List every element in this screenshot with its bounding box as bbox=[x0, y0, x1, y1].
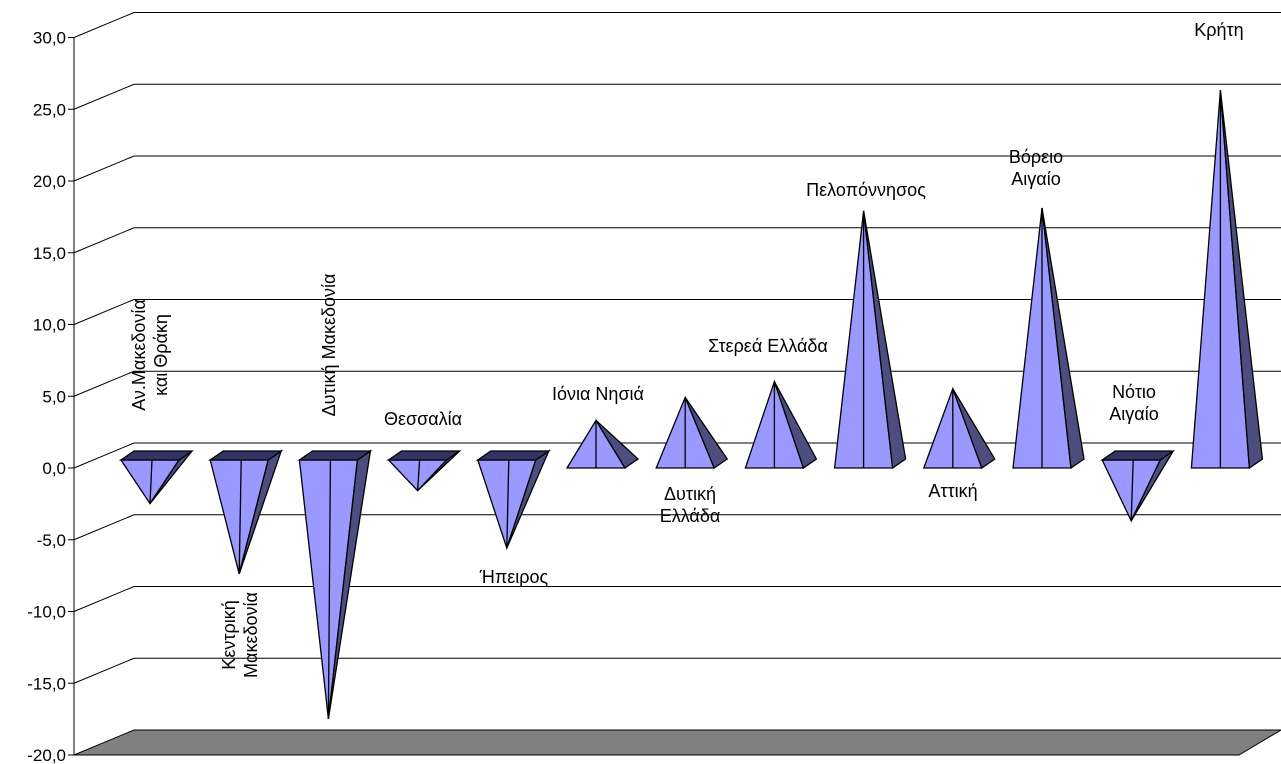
bar bbox=[475, 449, 551, 551]
gridline-diagonal bbox=[73, 227, 135, 254]
bar-top bbox=[386, 450, 462, 461]
bar bbox=[744, 379, 818, 470]
gridline-diagonal bbox=[73, 586, 135, 612]
bar-edge bbox=[238, 459, 242, 574]
category-labels: Αν.Μακεδονία και Θράκη Κεντρική Μακεδονία Δυ… bbox=[129, 20, 1244, 678]
category-label: Αν.Μακεδονία και Θράκη bbox=[129, 299, 171, 411]
y-tick-label: 25,0 bbox=[33, 100, 66, 119]
bar bbox=[208, 449, 284, 575]
category-label: Πελοπόννησος bbox=[806, 180, 926, 200]
y-tick-label: 15,0 bbox=[33, 244, 66, 263]
bar bbox=[1100, 450, 1176, 523]
gridline-diagonal bbox=[73, 442, 135, 469]
bar-face-side bbox=[952, 388, 996, 470]
category-label: Δυτική Ελλάδα bbox=[660, 484, 721, 526]
bar bbox=[386, 450, 462, 492]
bar bbox=[118, 450, 195, 505]
bar-top bbox=[475, 450, 551, 461]
bar bbox=[833, 210, 907, 470]
gridline-diagonal bbox=[73, 12, 135, 38]
bar-edge bbox=[327, 459, 332, 719]
bar-top bbox=[1100, 450, 1176, 461]
bar bbox=[297, 449, 373, 719]
y-axis: -20,0 -15,0 -10,0 -5,0 0,0 5,0 10,0 15,0 20,0 25,… bbox=[27, 29, 75, 764]
bar-top bbox=[208, 450, 284, 461]
category-label: Δυτική Μακεδονία bbox=[319, 274, 339, 417]
bar-top bbox=[297, 450, 373, 461]
category-label: Νότιο Αιγαίο bbox=[1109, 382, 1158, 424]
y-tick-label: -20,0 bbox=[27, 746, 66, 764]
bar-top bbox=[118, 450, 195, 461]
gridline-diagonal bbox=[73, 299, 135, 325]
bar-face-side bbox=[684, 397, 729, 469]
bars bbox=[118, 90, 1264, 719]
category-label: Ήπειρος bbox=[479, 567, 549, 587]
bar-face-side bbox=[595, 419, 640, 469]
category-label: Βόρειο Αιγαίο bbox=[1009, 147, 1063, 189]
gridline-diagonal bbox=[73, 83, 135, 110]
y-tick-label: 0,0 bbox=[42, 459, 66, 478]
category-label: Ιόνια Νησιά bbox=[552, 384, 644, 404]
gridline-diagonal bbox=[73, 514, 135, 541]
bar-edge bbox=[416, 459, 421, 491]
gridline-diagonal bbox=[73, 657, 135, 684]
bar-edge bbox=[506, 459, 510, 549]
bar bbox=[1190, 90, 1264, 470]
y-tick-label: -10,0 bbox=[27, 603, 66, 622]
gridlines bbox=[73, 12, 1281, 684]
bar-face-side bbox=[1041, 207, 1085, 470]
gridline-diagonal bbox=[73, 370, 135, 397]
bar bbox=[922, 386, 996, 470]
category-label: Κεντρική Μακεδονία bbox=[219, 592, 261, 678]
y-tick-label: -5,0 bbox=[37, 531, 66, 550]
category-label: Κρήτη bbox=[1194, 20, 1243, 40]
bar bbox=[565, 419, 640, 469]
y-tick-label: 30,0 bbox=[33, 29, 66, 48]
bar-face-side bbox=[1219, 90, 1264, 470]
category-label: Στερεά Ελλάδα bbox=[708, 336, 828, 356]
bar-face-side bbox=[773, 381, 818, 470]
gridline-diagonal bbox=[73, 155, 135, 182]
bar-edge bbox=[1130, 459, 1134, 521]
y-tick-label: 5,0 bbox=[42, 387, 66, 406]
y-tick-label: -15,0 bbox=[27, 674, 66, 693]
bar bbox=[1012, 207, 1085, 470]
bar-edge bbox=[149, 459, 153, 504]
bar-face-side bbox=[862, 210, 907, 470]
category-label: Θεσσαλία bbox=[384, 409, 462, 429]
category-label: Αττική bbox=[928, 481, 977, 501]
floor bbox=[73, 729, 1281, 756]
y-tick-label: 10,0 bbox=[33, 316, 66, 335]
y-tick-label: 20,0 bbox=[33, 172, 66, 191]
bar bbox=[655, 395, 729, 469]
